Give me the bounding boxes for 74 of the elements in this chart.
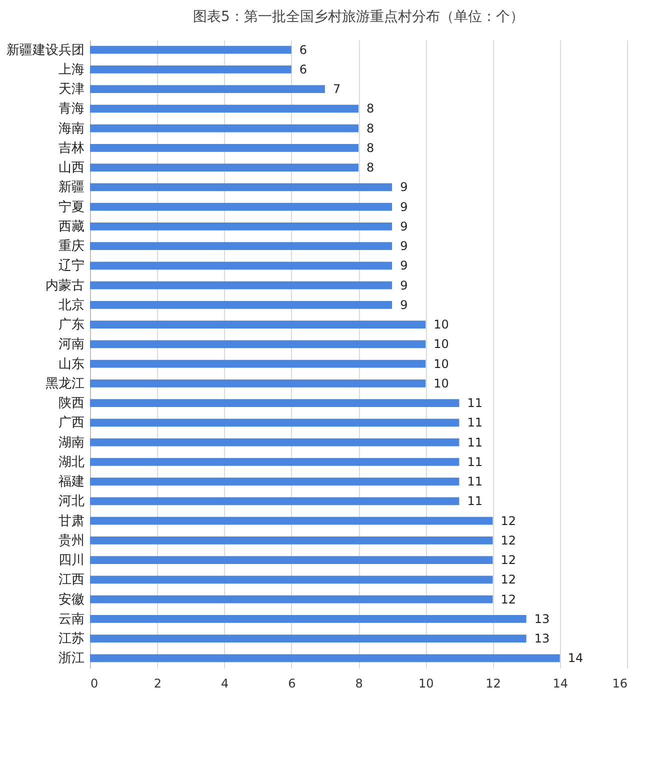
- y-tick-label: 黑龙江: [46, 376, 84, 392]
- data-label: 8: [366, 121, 374, 136]
- data-label: 12: [500, 553, 516, 568]
- y-tick-label: 山西: [58, 160, 84, 176]
- x-tick-label: 16: [612, 676, 628, 690]
- y-tick-label: 宁夏: [58, 198, 84, 215]
- data-label: 8: [366, 160, 374, 175]
- data-label: 11: [467, 494, 482, 508]
- y-tick-label: 青海: [58, 102, 84, 117]
- y-tick-label: 广西: [58, 416, 84, 431]
- data-label: 6: [299, 42, 308, 57]
- y-tick-label: 河南: [58, 337, 84, 352]
- x-tick-label: 10: [418, 676, 434, 690]
- y-tick-label: 浙江: [58, 651, 84, 666]
- y-tick-label: 福建: [58, 474, 84, 490]
- data-label: 9: [400, 298, 408, 312]
- data-label: 12: [500, 572, 516, 587]
- y-tick-label: 安徽: [58, 591, 84, 608]
- data-label: 9: [400, 200, 408, 214]
- x-tick-label: 0: [90, 676, 98, 690]
- data-label: 8: [366, 140, 374, 155]
- data-label: 9: [400, 219, 408, 234]
- data-label: 9: [400, 278, 408, 292]
- x-tick-label: 2: [154, 676, 162, 690]
- y-tick-label: 重庆: [58, 239, 84, 254]
- data-label: 10: [434, 337, 449, 352]
- y-tick-label: 四川: [58, 553, 84, 568]
- x-tick-label: 12: [486, 676, 501, 690]
- data-label: 14: [568, 651, 584, 666]
- data-label: 11: [467, 474, 482, 489]
- y-tick-label: 陕西: [58, 396, 84, 412]
- x-tick-label: 14: [552, 676, 568, 690]
- y-tick-label: 内蒙古: [46, 278, 84, 294]
- data-label: 12: [500, 514, 516, 528]
- y-tick-label: 湖北: [58, 454, 84, 470]
- data-label: 6: [299, 62, 308, 76]
- y-tick-label: 吉林: [58, 140, 84, 156]
- data-label: 10: [434, 356, 449, 371]
- data-label: 13: [534, 612, 550, 626]
- x-tick-label: 8: [355, 676, 363, 690]
- data-label: 8: [366, 102, 374, 116]
- data-label: 11: [467, 396, 482, 410]
- y-tick-label: 辽宁: [58, 258, 84, 274]
- data-label: 9: [400, 239, 408, 254]
- data-label: 13: [534, 632, 550, 646]
- data-label: 9: [400, 180, 408, 194]
- y-tick-label: 贵州: [58, 533, 84, 548]
- x-tick-label: 6: [288, 676, 296, 690]
- data-label: 11: [467, 416, 482, 430]
- chart-title: 图表5：第一批全国乡村旅游重点村分布（单位：个）: [193, 9, 524, 25]
- y-tick-label: 新疆: [58, 180, 84, 196]
- y-tick-label: 河北: [58, 494, 84, 510]
- y-tick-label: 甘肃: [58, 514, 84, 529]
- y-tick-label: 山东: [58, 356, 84, 372]
- data-label: 9: [400, 258, 408, 273]
- x-tick-label: 4: [220, 676, 229, 690]
- y-tick-label: 北京: [58, 298, 84, 313]
- data-label: 11: [467, 435, 482, 450]
- y-tick-label: 江西: [58, 572, 84, 588]
- data-label: 10: [434, 318, 449, 332]
- data-label: 12: [500, 592, 516, 606]
- y-tick-label: 上海: [58, 62, 84, 78]
- y-tick-label: 天津: [58, 82, 84, 98]
- data-label: 10: [434, 376, 449, 390]
- data-label: 12: [500, 533, 516, 548]
- data-label: 7: [332, 82, 341, 96]
- y-tick-label: 西藏: [58, 219, 84, 234]
- y-tick-label: 海南: [58, 121, 84, 136]
- y-tick-label: 广东: [58, 318, 84, 333]
- y-tick-label: 湖南: [58, 435, 84, 450]
- y-tick-label: 新疆建设兵团: [6, 42, 84, 58]
- y-tick-label: 江苏: [58, 632, 84, 647]
- data-label: 11: [467, 454, 482, 469]
- y-tick-label: 云南: [58, 612, 84, 627]
